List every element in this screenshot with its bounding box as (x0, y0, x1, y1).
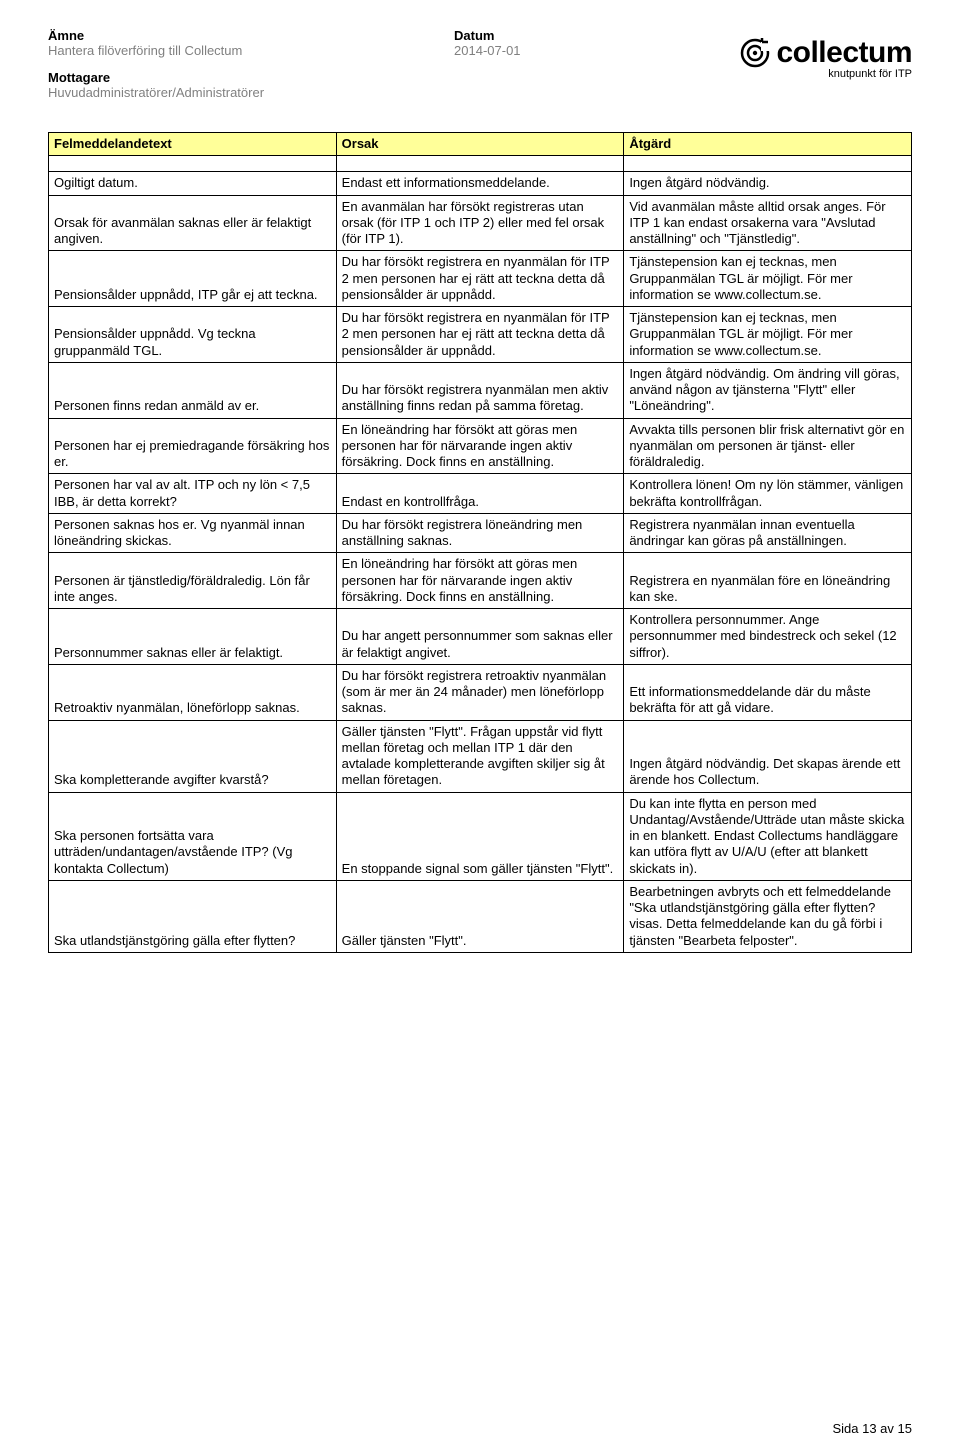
cell-atgard: Registrera nyanmälan innan eventuella än… (624, 513, 912, 553)
header-orsak: Orsak (336, 133, 624, 156)
cell-orsak: Du har försökt registrera en nyanmälan f… (336, 251, 624, 307)
cell-orsak: Gäller tjänsten "Flytt". Frågan uppstår … (336, 720, 624, 792)
table-row: Personnummer saknas eller är felaktigt. … (49, 609, 912, 665)
subject-label: Ämne (48, 28, 264, 43)
table-row: Ska kompletterande avgifter kvarstå? Gäl… (49, 720, 912, 792)
cell-fel: Personen är tjänstledig/föräldraledig. L… (49, 553, 337, 609)
cell-orsak: Endast en kontrollfråga. (336, 474, 624, 514)
meta-block-subject-recipients: Ämne Hantera filöverföring till Collectu… (48, 28, 264, 112)
table-row: Ogiltigt datum. Endast ett informationsm… (49, 172, 912, 195)
table-row: Personen är tjänstledig/föräldraledig. L… (49, 553, 912, 609)
meta-block-date: Datum 2014-07-01 (454, 28, 521, 112)
table-row: Pensionsålder uppnådd, ITP går ej att te… (49, 251, 912, 307)
cell-orsak: En löneändring har försökt att göras men… (336, 418, 624, 474)
cell-atgard: Ingen åtgärd nödvändig. (624, 172, 912, 195)
document-page: Ämne Hantera filöverföring till Collectu… (0, 0, 960, 1456)
cell-orsak: Du har försökt registrera löneändring me… (336, 513, 624, 553)
recipient-label: Mottagare (48, 70, 264, 85)
cell-fel: Ska utlandstjänstgöring gälla efter flyt… (49, 880, 337, 952)
cell-atgard: Ingen åtgärd nödvändig. Det skapas ärend… (624, 720, 912, 792)
table-row: Retroaktiv nyanmälan, löneförlopp saknas… (49, 664, 912, 720)
table-row: Personen finns redan anmäld av er. Du ha… (49, 362, 912, 418)
cell-orsak: Du har försökt registrera retroaktiv nya… (336, 664, 624, 720)
table-spacer-row (49, 156, 912, 172)
cell-orsak: En löneändring har försökt att göras men… (336, 553, 624, 609)
table-row: Pensionsålder uppnådd. Vg teckna gruppan… (49, 307, 912, 363)
header-left: Ämne Hantera filöverföring till Collectu… (48, 28, 521, 112)
table-row: Personen har val av alt. ITP och ny lön … (49, 474, 912, 514)
cell-fel: Personnummer saknas eller är felaktigt. (49, 609, 337, 665)
cell-fel: Personen har ej premiedragande försäkrin… (49, 418, 337, 474)
collectum-logo-icon (740, 38, 770, 68)
cell-fel: Orsak för avanmälan saknas eller är fela… (49, 195, 337, 251)
cell-atgard: Ingen åtgärd nödvändig. Om ändring vill … (624, 362, 912, 418)
cell-fel: Personen finns redan anmäld av er. (49, 362, 337, 418)
cell-orsak: En avanmälan har försökt registreras uta… (336, 195, 624, 251)
cell-atgard: Du kan inte flytta en person med Undanta… (624, 792, 912, 880)
logo-text: collectum (776, 36, 912, 70)
cell-atgard: Tjänstepension kan ej tecknas, men Grupp… (624, 251, 912, 307)
page-number: Sida 13 av 15 (832, 1421, 912, 1436)
cell-atgard: Registrera en nyanmälan före en löneändr… (624, 553, 912, 609)
cell-fel: Ogiltigt datum. (49, 172, 337, 195)
cell-atgard: Ett informationsmeddelande där du måste … (624, 664, 912, 720)
header-felmeddelandetext: Felmeddelandetext (49, 133, 337, 156)
cell-fel: Ska personen fortsätta vara utträden/und… (49, 792, 337, 880)
cell-atgard: Kontrollera lönen! Om ny lön stämmer, vä… (624, 474, 912, 514)
table-body: Ogiltigt datum. Endast ett informationsm… (49, 156, 912, 953)
cell-fel: Pensionsålder uppnådd, ITP går ej att te… (49, 251, 337, 307)
cell-atgard: Vid avanmälan måste alltid orsak anges. … (624, 195, 912, 251)
cell-fel: Ska kompletterande avgifter kvarstå? (49, 720, 337, 792)
error-table: Felmeddelandetext Orsak Åtgärd Ogiltigt … (48, 132, 912, 953)
logo-main: collectum (740, 36, 912, 70)
document-header: Ämne Hantera filöverföring till Collectu… (48, 28, 912, 112)
cell-fel: Personen har val av alt. ITP och ny lön … (49, 474, 337, 514)
table-row: Ska utlandstjänstgöring gälla efter flyt… (49, 880, 912, 952)
cell-orsak: Du har försökt registrera en nyanmälan f… (336, 307, 624, 363)
table-row: Personen har ej premiedragande försäkrin… (49, 418, 912, 474)
table-row: Personen saknas hos er. Vg nyanmäl innan… (49, 513, 912, 553)
date-value: 2014-07-01 (454, 43, 521, 58)
subject-value: Hantera filöverföring till Collectum (48, 43, 264, 58)
page-footer: Sida 13 av 15 (832, 1421, 912, 1436)
cell-fel: Pensionsålder uppnådd. Vg teckna gruppan… (49, 307, 337, 363)
logo: collectum knutpunkt för ITP (740, 28, 912, 80)
cell-fel: Personen saknas hos er. Vg nyanmäl innan… (49, 513, 337, 553)
cell-atgard: Kontrollera personnummer. Ange personnum… (624, 609, 912, 665)
cell-orsak: Du har angett personnummer som saknas el… (336, 609, 624, 665)
header-atgard: Åtgärd (624, 133, 912, 156)
table-row: Orsak för avanmälan saknas eller är fela… (49, 195, 912, 251)
cell-orsak: En stoppande signal som gäller tjänsten … (336, 792, 624, 880)
table-row: Ska personen fortsätta vara utträden/und… (49, 792, 912, 880)
cell-orsak: Gäller tjänsten "Flytt". (336, 880, 624, 952)
cell-orsak: Endast ett informationsmeddelande. (336, 172, 624, 195)
cell-atgard: Bearbetningen avbryts och ett felmeddela… (624, 880, 912, 952)
cell-fel: Retroaktiv nyanmälan, löneförlopp saknas… (49, 664, 337, 720)
table-header-row: Felmeddelandetext Orsak Åtgärd (49, 133, 912, 156)
cell-orsak: Du har försökt registrera nyanmälan men … (336, 362, 624, 418)
recipient-value: Huvudadministratörer/Administratörer (48, 85, 264, 100)
date-label: Datum (454, 28, 521, 43)
cell-atgard: Tjänstepension kan ej tecknas, men Grupp… (624, 307, 912, 363)
cell-atgard: Avvakta tills personen blir frisk altern… (624, 418, 912, 474)
